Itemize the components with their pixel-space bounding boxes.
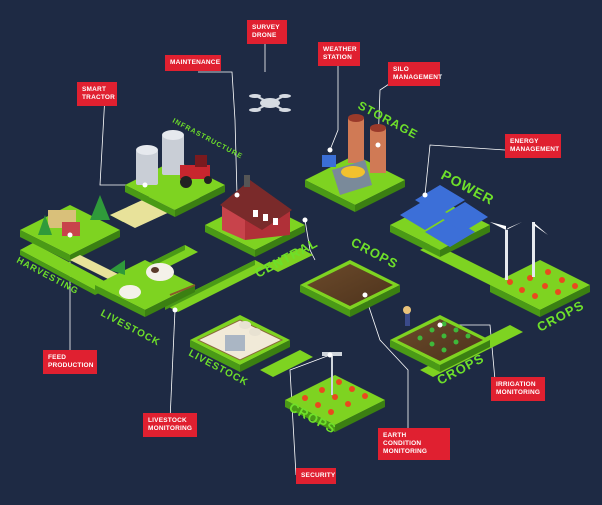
- callout-energy-management: ENERGY MANAGEMENT: [505, 134, 561, 158]
- central-tile: [205, 175, 305, 257]
- label-storage: STORAGE: [356, 98, 421, 141]
- callout-leader-lines: [69, 42, 506, 476]
- harvesting-tile: [20, 195, 120, 262]
- livestock-lower-tile: [190, 315, 290, 372]
- callout-livestock-monitoring: LIVESTOCK MONITORING: [143, 413, 197, 437]
- survey-drone: [249, 94, 291, 112]
- callout-smart-tractor: SMART TRACTOR: [77, 82, 117, 106]
- callout-maintenance: MAINTENANCE: [165, 55, 221, 71]
- power-tile: [390, 185, 490, 257]
- callout-survey-drone: SURVEY DRONE: [247, 20, 287, 44]
- callout-earth-condition-monitoring: EARTH CONDITION MONITORING: [378, 428, 450, 460]
- label-livestock-upper: LIVESTOCK: [99, 308, 162, 349]
- crops-right-tile: [490, 222, 590, 317]
- smart-tractor-tile: [125, 130, 225, 217]
- storage-tile: [305, 114, 405, 212]
- callout-anchor-dots: [67, 142, 443, 358]
- crops-bottom-tile: [285, 352, 385, 432]
- callout-security: SECURITY: [296, 468, 336, 484]
- callout-weather-station: WEATHER STATION: [318, 42, 360, 66]
- callout-feed-production: FEED PRODUCTION: [43, 350, 97, 374]
- crops-mid-tile: [390, 306, 490, 372]
- callout-silo-management: SILO MANAGEMENT: [388, 62, 442, 86]
- livestock-upper-tile: [95, 260, 196, 317]
- callout-irrigation-monitoring: IRRIGATION MONITORING: [491, 377, 545, 401]
- crops-center-tile: [300, 260, 400, 317]
